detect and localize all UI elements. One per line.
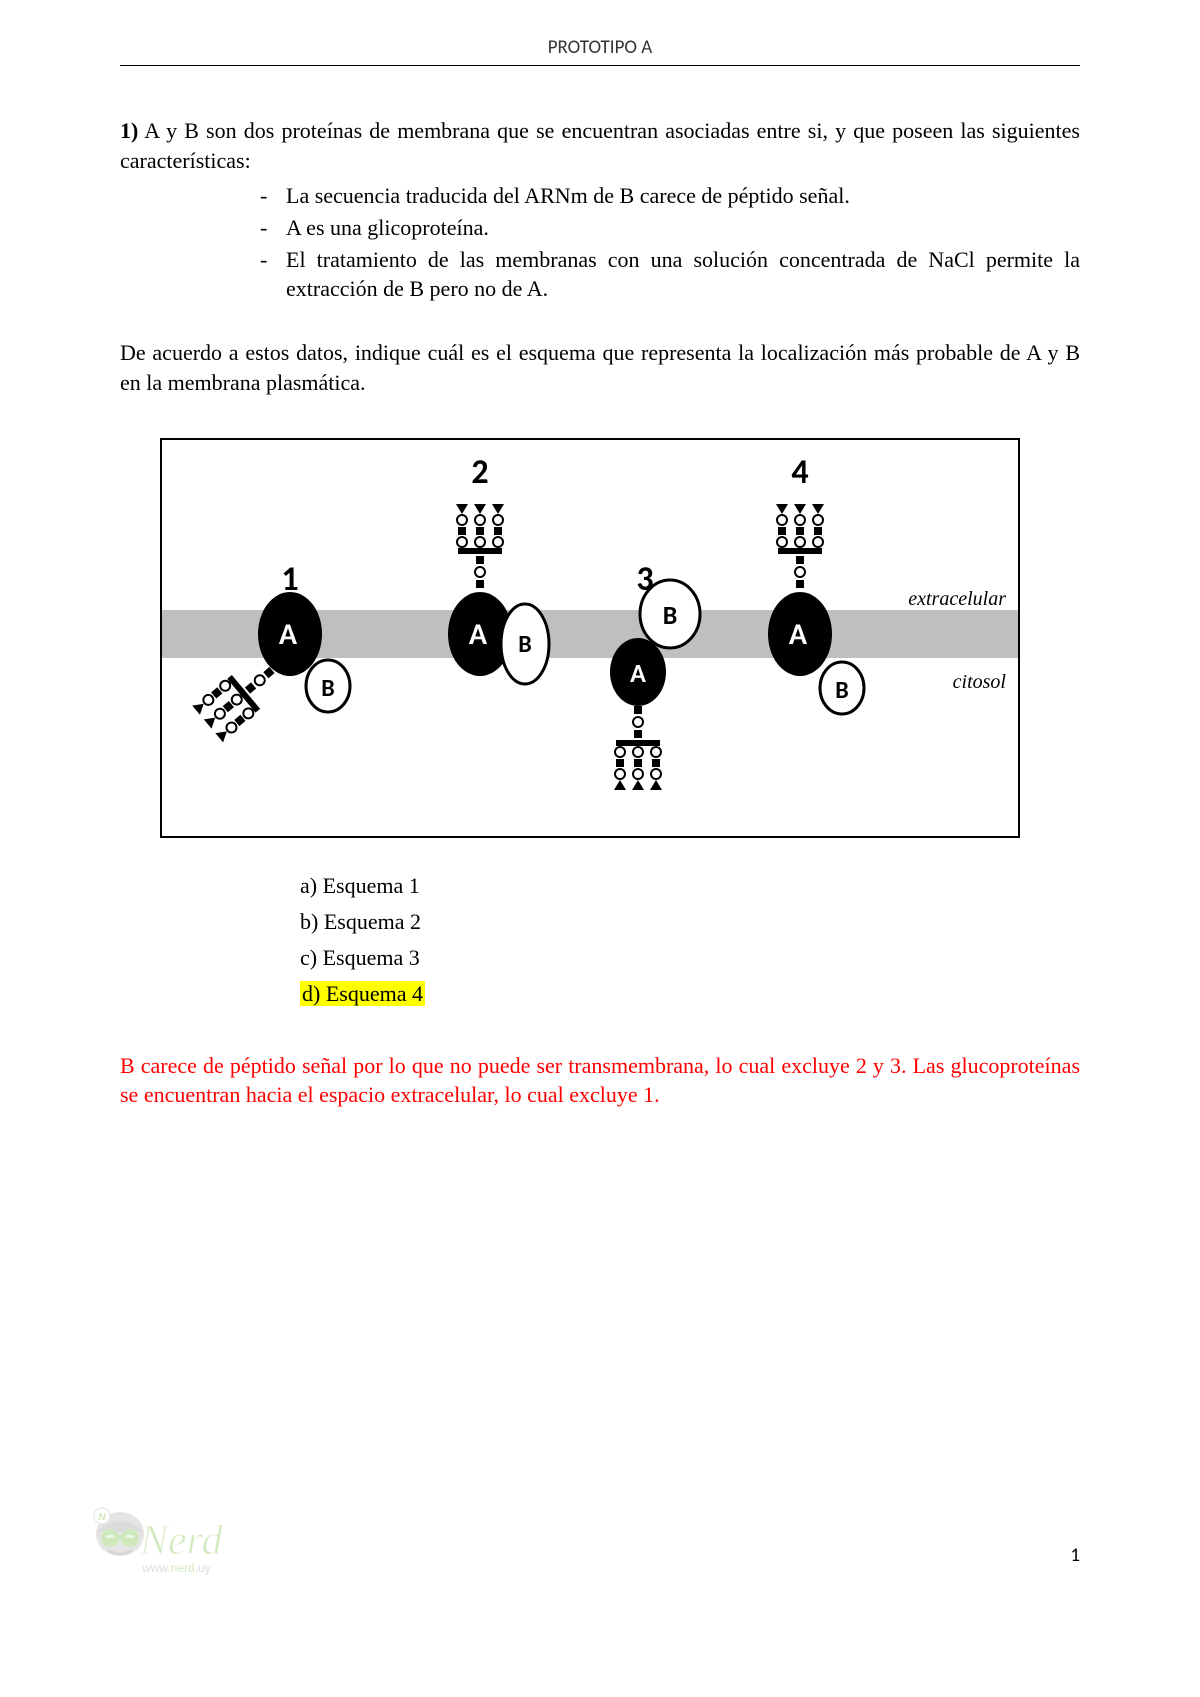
option-a: a) Esquema 1 bbox=[300, 873, 1080, 899]
bullet-item: El tratamiento de las membranas con una … bbox=[260, 245, 1080, 304]
question-intro: 1) A y B son dos proteínas de membrana q… bbox=[120, 116, 1080, 175]
svg-text:B: B bbox=[663, 599, 678, 631]
answer-options: a) Esquema 1 b) Esquema 2 c) Esquema 3 d… bbox=[300, 873, 1080, 1007]
label-citosol: citosol bbox=[953, 671, 1007, 693]
membrane-figure: extracelular citosol 1 2 3 4 bbox=[160, 438, 1080, 843]
answer-explanation: B carece de péptido señal por lo que no … bbox=[120, 1051, 1080, 1110]
page-header-title: PROTOTIPO A bbox=[120, 36, 1080, 65]
question-bullets: La secuencia traducida del ARNm de B car… bbox=[260, 181, 1080, 304]
panel-label-4: 4 bbox=[791, 452, 808, 493]
header-rule bbox=[120, 65, 1080, 66]
label-extracelular: extracelular bbox=[908, 588, 1006, 610]
svg-text:A: A bbox=[469, 616, 488, 653]
svg-text:B: B bbox=[518, 630, 531, 659]
panel-4: A B bbox=[768, 504, 864, 714]
svg-text:B: B bbox=[835, 676, 848, 705]
svg-text:A: A bbox=[789, 616, 808, 653]
option-b: b) Esquema 2 bbox=[300, 909, 1080, 935]
question-intro-text: A y B son dos proteínas de membrana que … bbox=[120, 118, 1080, 173]
svg-text:www.nerd.uy: www.nerd.uy bbox=[141, 1561, 211, 1575]
option-c: c) Esquema 3 bbox=[300, 945, 1080, 971]
question-prompt: De acuerdo a estos datos, indique cuál e… bbox=[120, 338, 1080, 397]
bullet-item: La secuencia traducida del ARNm de B car… bbox=[260, 181, 1080, 211]
svg-text:N: N bbox=[98, 1512, 106, 1523]
svg-text:Nerd: Nerd bbox=[139, 1518, 223, 1564]
svg-text:A: A bbox=[630, 657, 646, 689]
figure-svg: extracelular citosol 1 2 3 4 bbox=[160, 438, 1020, 838]
panel-label-2: 2 bbox=[471, 452, 488, 493]
option-d-highlighted: d) Esquema 4 bbox=[300, 981, 425, 1006]
question-number: 1) bbox=[120, 118, 138, 143]
panel-2: A B bbox=[448, 504, 549, 684]
bullet-item: A es una glicoproteína. bbox=[260, 213, 1080, 243]
svg-text:A: A bbox=[279, 616, 298, 653]
nerd-watermark: N Nerd www.nerd.uy bbox=[90, 1502, 240, 1597]
svg-text:B: B bbox=[321, 674, 334, 703]
page-number: 1 bbox=[1070, 1544, 1080, 1567]
